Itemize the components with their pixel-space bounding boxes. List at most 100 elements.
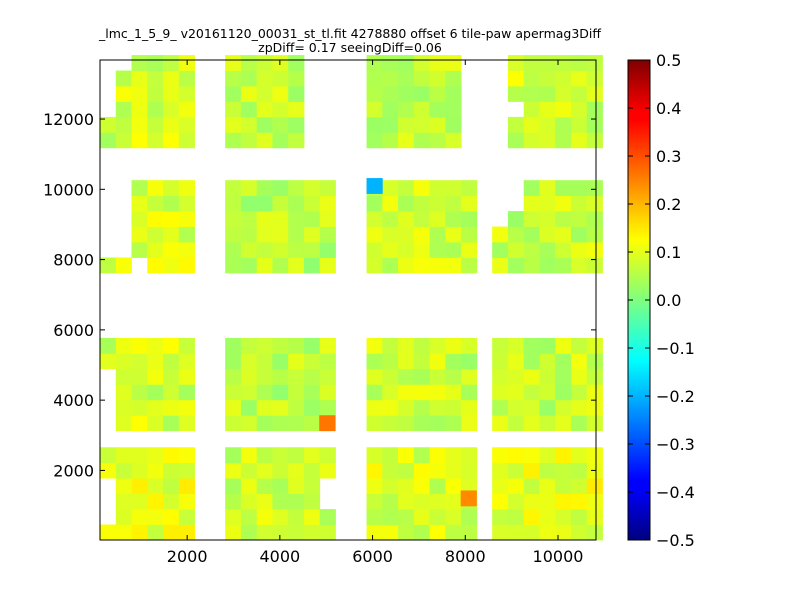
heatmap-cell xyxy=(303,368,321,385)
heatmap-cell xyxy=(240,493,258,510)
heatmap-cell xyxy=(445,353,462,370)
heatmap-cell xyxy=(570,226,588,243)
chart-subtitle: zpDiff= 0.17 seeingDiff=0.06 xyxy=(258,40,442,55)
heatmap-cell xyxy=(586,55,603,71)
heatmap-cell xyxy=(240,86,258,102)
heatmap-cell xyxy=(507,509,525,525)
heatmap-cell xyxy=(366,257,383,274)
heatmap-cell xyxy=(163,180,180,197)
heatmap-cell xyxy=(256,257,273,274)
heatmap-cell xyxy=(523,415,540,432)
heatmap-cell xyxy=(131,116,148,133)
heatmap-cell xyxy=(163,116,180,133)
heatmap-cell xyxy=(413,116,430,133)
heatmap-cell xyxy=(539,55,556,71)
heatmap-cell xyxy=(555,509,572,525)
heatmap-cell xyxy=(256,211,273,227)
heatmap-cell xyxy=(429,462,446,479)
heatmap-cell xyxy=(115,524,132,541)
heatmap-cell xyxy=(570,257,588,274)
heatmap-cell xyxy=(382,478,399,495)
heatmap-cell xyxy=(288,242,305,258)
heatmap-cell xyxy=(131,55,148,71)
heatmap-cell xyxy=(366,353,383,370)
heatmap-cell xyxy=(319,195,336,212)
heatmap-cell xyxy=(272,353,289,370)
heatmap-cell xyxy=(445,242,462,258)
heatmap-cell xyxy=(586,180,603,197)
heatmap-cell xyxy=(178,195,195,212)
heatmap-cell xyxy=(507,462,525,479)
heatmap-cell xyxy=(523,353,540,370)
heatmap-cell xyxy=(147,132,164,149)
heatmap-cell xyxy=(461,509,478,525)
heatmap-cell xyxy=(272,337,289,354)
heatmap-cell xyxy=(366,509,383,525)
heatmap-cell xyxy=(100,337,117,354)
heatmap-cell xyxy=(256,353,273,370)
heatmap-cell xyxy=(507,211,525,227)
heatmap-cell xyxy=(225,195,242,212)
heatmap-cell xyxy=(115,509,132,525)
heatmap-cell xyxy=(225,211,242,227)
heatmap-cell xyxy=(163,524,180,541)
heatmap-cell xyxy=(240,509,258,525)
heatmap-cell xyxy=(445,524,462,541)
heatmap-cell xyxy=(413,353,430,370)
heatmap-cell xyxy=(445,116,462,133)
heatmap-cell xyxy=(288,415,305,432)
heatmap-cell xyxy=(256,509,273,525)
heatmap-cell xyxy=(461,195,478,212)
heatmap-cell xyxy=(115,493,132,510)
heatmap-cell xyxy=(555,226,572,243)
heatmap-cell xyxy=(256,399,273,416)
heatmap-cell xyxy=(288,399,305,416)
heatmap-cell xyxy=(507,368,525,385)
heatmap-cell xyxy=(382,86,399,102)
heatmap-cell xyxy=(398,509,415,525)
heatmap-cell xyxy=(492,462,509,479)
heatmap-cell xyxy=(382,368,399,385)
heatmap-cell xyxy=(366,447,383,464)
heatmap-cell xyxy=(523,101,540,118)
heatmap-cell xyxy=(507,257,525,274)
heatmap-cell xyxy=(429,226,446,243)
heatmap-cell xyxy=(507,70,525,87)
heatmap-cell xyxy=(178,257,195,274)
heatmap-cell xyxy=(413,415,430,432)
heatmap-cell xyxy=(539,353,556,370)
heatmap-cell xyxy=(225,337,242,354)
heatmap-cell xyxy=(115,337,132,354)
heatmap-cell xyxy=(570,195,588,212)
heatmap-cell xyxy=(178,101,195,118)
heatmap-cell-outlier xyxy=(460,490,477,507)
heatmap-cell xyxy=(429,132,446,149)
heatmap-cell xyxy=(163,195,180,212)
heatmap-cell xyxy=(445,211,462,227)
heatmap-cell xyxy=(570,180,588,197)
heatmap-cell xyxy=(570,368,588,385)
heatmap-cell xyxy=(100,447,117,464)
heatmap-cell xyxy=(256,180,273,197)
heatmap-cell xyxy=(272,478,289,495)
heatmap-cell xyxy=(163,384,180,401)
heatmap-cell xyxy=(178,509,195,525)
heatmap-cell xyxy=(413,368,430,385)
heatmap-cell xyxy=(225,399,242,416)
heatmap-cell xyxy=(461,242,478,258)
heatmap-cell xyxy=(382,70,399,87)
heatmap-cell xyxy=(570,211,588,227)
heatmap-cell xyxy=(163,257,180,274)
heatmap-cell xyxy=(272,180,289,197)
heatmap-cell xyxy=(319,509,336,525)
heatmap-cell xyxy=(163,226,180,243)
heatmap-cell xyxy=(288,478,305,495)
heatmap-cell xyxy=(523,462,540,479)
heatmap-cell xyxy=(303,524,321,541)
heatmap-cell xyxy=(272,55,289,71)
x-tick-label: 8000 xyxy=(445,547,486,566)
heatmap-cell xyxy=(413,180,430,197)
heatmap-cell xyxy=(570,70,588,87)
heatmap-cell xyxy=(366,242,383,258)
heatmap-cell xyxy=(147,101,164,118)
